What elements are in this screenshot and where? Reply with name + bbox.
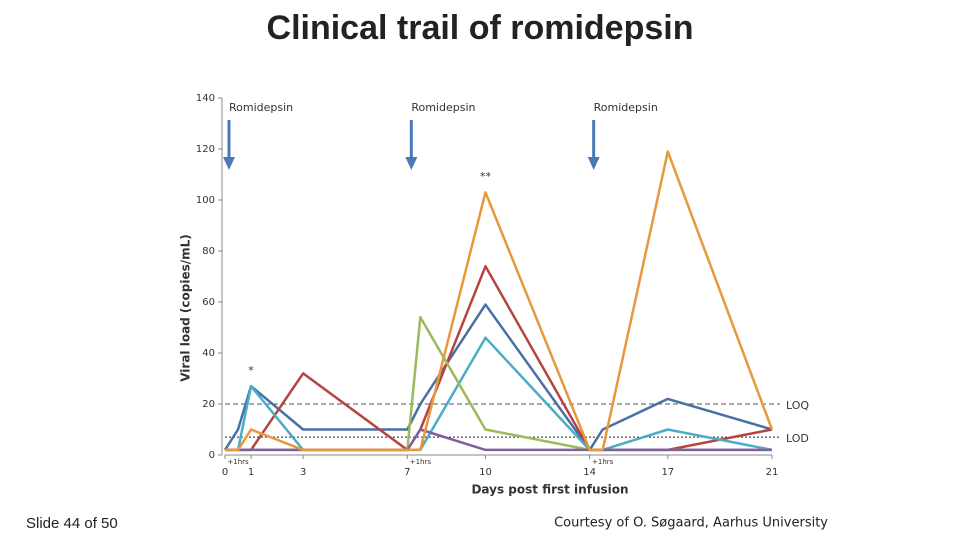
annotation: * (248, 364, 254, 377)
x-tick-label: 1 (248, 467, 254, 478)
hour-mark-label: +1hrs (227, 458, 249, 466)
annotation: ** (480, 170, 492, 183)
hour-mark-label: +1hrs (592, 458, 614, 466)
x-tick-label: 21 (766, 467, 779, 478)
ref-line-label: LOD (786, 432, 809, 445)
infusion-label: Romidepsin (594, 101, 658, 114)
y-tick-label: 0 (209, 450, 215, 461)
x-tick-label: 14 (583, 467, 596, 478)
y-tick-label: 20 (202, 399, 215, 410)
infusion-label: Romidepsin (229, 101, 293, 114)
y-tick-label: 60 (202, 297, 215, 308)
credit: Courtesy of O. Søgaard, Aarhus Universit… (554, 516, 828, 531)
x-axis-label: Days post first infusion (471, 483, 628, 497)
slide-title: Clinical trail of romidepsin (267, 9, 694, 47)
series-line (225, 428, 772, 452)
y-tick-label: 140 (196, 93, 215, 104)
y-tick-label: 120 (196, 144, 215, 155)
infusion-arrowhead (223, 157, 235, 170)
hour-mark-label: +1hrs (410, 458, 432, 466)
y-tick-label: 80 (202, 246, 215, 257)
x-tick-label: 10 (479, 467, 492, 478)
x-tick-label: 7 (404, 467, 410, 478)
infusion-arrowhead (405, 157, 418, 170)
x-tick-label: 0 (222, 467, 228, 478)
series-line (225, 265, 773, 452)
y-tick-label: 40 (202, 348, 215, 359)
x-tick-label: 17 (661, 467, 674, 478)
x-tick-label: 3 (300, 467, 306, 478)
infusion-arrowhead (587, 157, 600, 170)
ref-line-label: LOQ (786, 399, 809, 412)
slide-number: Slide 44 of 50 (26, 515, 118, 532)
y-tick-label: 100 (196, 195, 215, 206)
infusion-label: Romidepsin (411, 101, 475, 114)
series-line (225, 150, 774, 452)
series-line (223, 303, 773, 452)
y-axis-label: Viral load (copies/mL) (179, 234, 193, 382)
